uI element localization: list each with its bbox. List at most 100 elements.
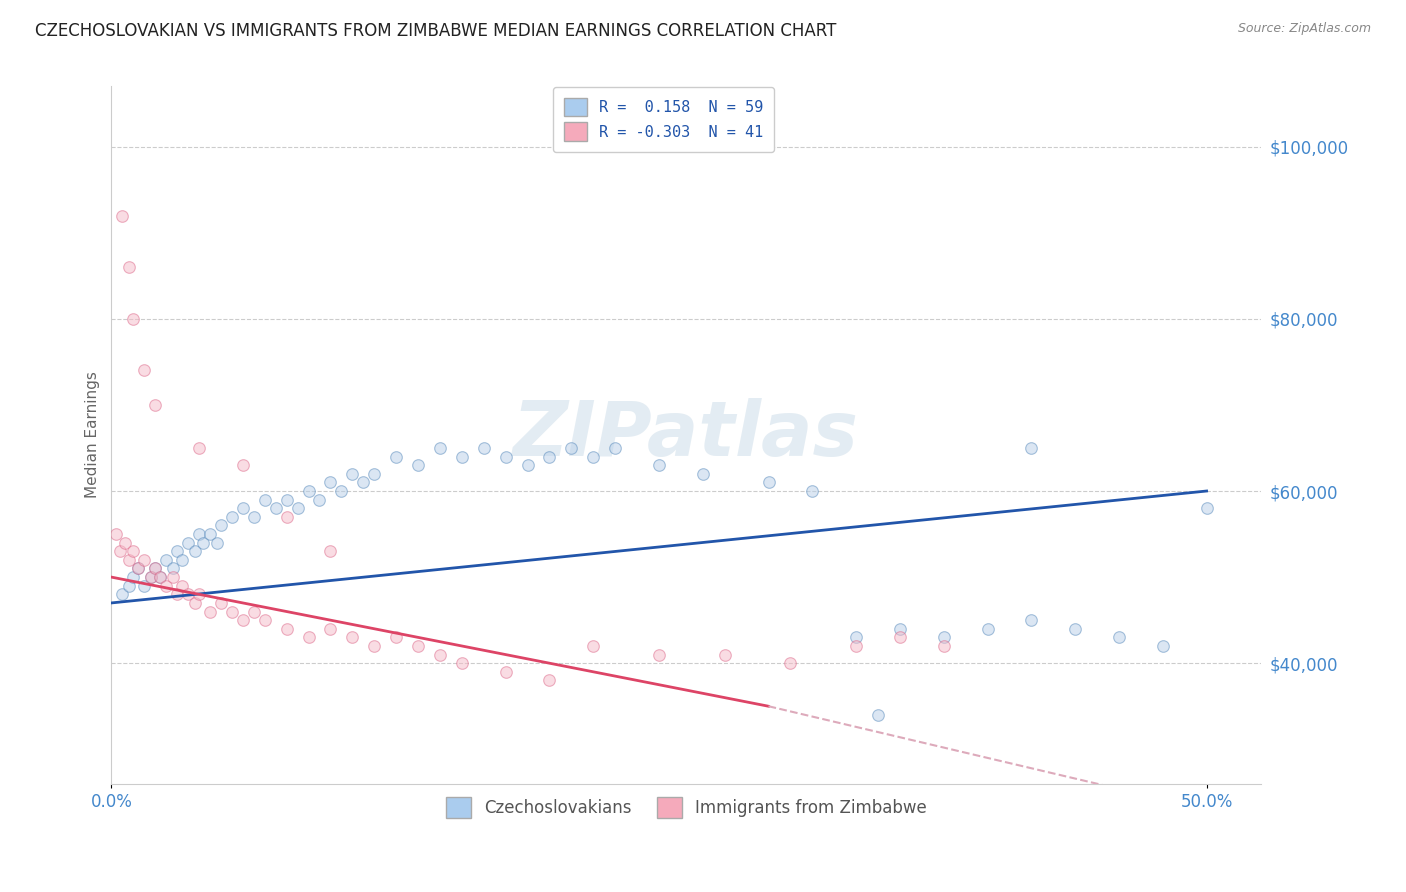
Point [692,467,714,481]
Point [134,553,156,567]
Point [177,535,200,549]
Text: ZIPatlas: ZIPatlas [513,398,859,472]
Point [177,587,200,601]
Point [162,561,184,575]
Point [134,579,156,593]
Point [243,605,266,619]
Point [155,579,177,593]
Point [198,527,221,541]
Point [139,570,162,584]
Point [889,622,911,636]
Point [319,475,342,490]
Text: CZECHOSLOVAKIAN VS IMMIGRANTS FROM ZIMBABWE MEDIAN EARNINGS CORRELATION CHART: CZECHOSLOVAKIAN VS IMMIGRANTS FROM ZIMBA… [35,22,837,40]
Point [183,544,205,558]
Point [127,561,149,575]
Point [385,450,408,464]
Point [122,570,145,584]
Point [1064,622,1087,636]
Point [352,475,374,490]
Point [118,553,141,567]
Point [183,596,205,610]
Point [889,631,911,645]
Point [495,665,517,679]
Point [495,450,517,464]
Point [149,570,172,584]
Point [342,631,364,645]
Point [779,656,801,670]
Point [221,605,243,619]
Point [232,613,254,627]
Point [385,631,408,645]
Point [104,527,127,541]
Point [143,561,166,575]
Point [363,467,385,481]
Y-axis label: Median Earnings: Median Earnings [86,372,100,499]
Point [143,398,166,412]
Point [111,587,134,601]
Point [122,544,145,558]
Point [205,535,228,549]
Point [297,483,319,498]
Point [451,656,474,670]
Point [297,631,319,645]
Point [866,707,889,722]
Point [451,450,474,464]
Point [1021,441,1043,455]
Point [170,579,193,593]
Point [976,622,998,636]
Point [932,631,955,645]
Point [582,639,605,653]
Point [363,639,385,653]
Point [276,622,298,636]
Point [538,450,561,464]
Point [143,561,166,575]
Point [406,639,429,653]
Point [1152,639,1174,653]
Point [264,501,287,516]
Point [162,570,184,584]
Point [845,631,868,645]
Point [118,260,141,275]
Point [319,544,342,558]
Point [166,544,188,558]
Point [648,458,671,473]
Point [118,579,141,593]
Point [149,570,172,584]
Point [308,492,330,507]
Point [605,441,627,455]
Point [538,673,561,688]
Point [198,605,221,619]
Point [166,587,188,601]
Point [188,527,211,541]
Point [713,648,735,662]
Point [188,587,211,601]
Point [127,561,149,575]
Point [209,596,232,610]
Point [1108,631,1130,645]
Point [845,639,868,653]
Point [801,483,824,498]
Legend: Czechoslovakians, Immigrants from Zimbabwe: Czechoslovakians, Immigrants from Zimbab… [439,790,934,824]
Point [155,553,177,567]
Point [253,492,276,507]
Point [560,441,582,455]
Point [330,483,353,498]
Point [209,518,232,533]
Point [276,492,298,507]
Point [287,501,309,516]
Point [134,363,156,377]
Point [932,639,955,653]
Point [406,458,429,473]
Point [253,613,276,627]
Point [319,622,342,636]
Point [111,209,134,223]
Point [232,501,254,516]
Point [193,535,215,549]
Point [516,458,538,473]
Point [114,535,136,549]
Point [429,441,451,455]
Point [472,441,495,455]
Point [232,458,254,473]
Text: Source: ZipAtlas.com: Source: ZipAtlas.com [1237,22,1371,36]
Point [139,570,162,584]
